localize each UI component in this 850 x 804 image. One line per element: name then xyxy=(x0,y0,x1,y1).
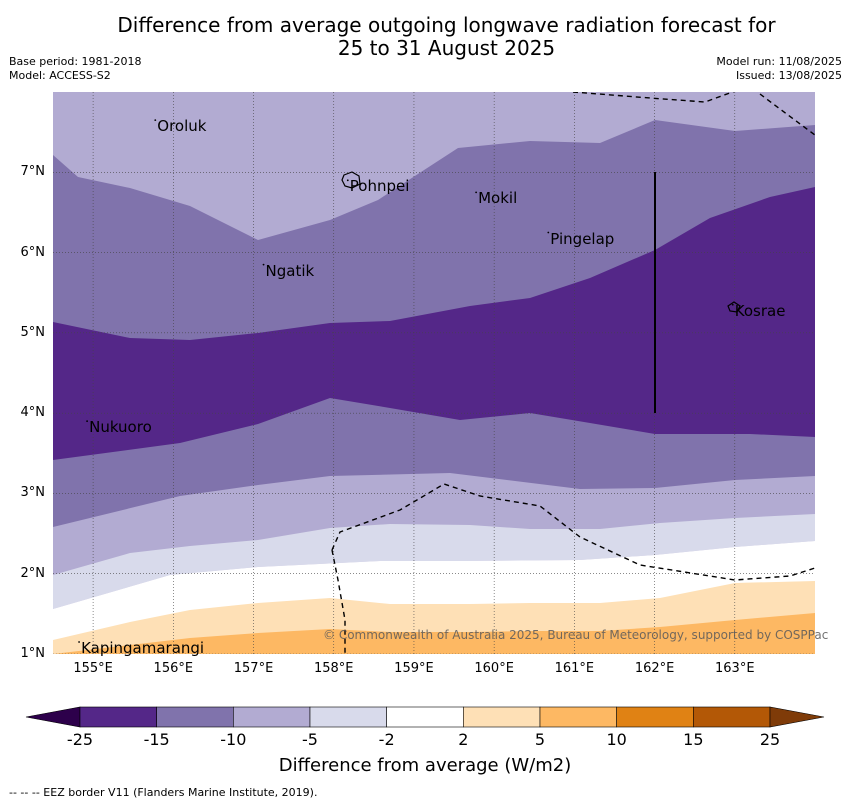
colorbar-tick-label: -15 xyxy=(143,730,170,749)
x-tick-label: 157°E xyxy=(233,661,274,676)
eez-border-north xyxy=(572,92,735,103)
colorbar-tick-label: 2 xyxy=(458,730,469,749)
y-tick-label: 6°N xyxy=(20,244,46,260)
colorbar-tick-label: -25 xyxy=(66,730,94,749)
x-tick-label: 162°E xyxy=(634,661,675,676)
place-label-pingelap: Pingelap xyxy=(550,229,615,248)
colorbar-tick-label: -5 xyxy=(302,730,318,749)
y-tick-label: 7°N xyxy=(20,164,46,180)
colorbar-tick-label: 15 xyxy=(683,730,704,749)
place-marker xyxy=(547,231,550,234)
x-tick-label: 159°E xyxy=(394,661,434,676)
colorbar-label: Difference from average (W/m2) xyxy=(278,755,572,776)
place-label-mokil: Mokil xyxy=(478,189,518,208)
issued-date: Issued: 13/08/2025 xyxy=(735,69,842,82)
colorbar-tick-label: -10 xyxy=(220,730,247,749)
eez-border-northeast xyxy=(759,93,815,136)
x-tick-label: 163°E xyxy=(715,661,755,676)
colorbar-swatch xyxy=(463,706,541,728)
copyright-notice: © Commonwealth of Australia 2025, Bureau… xyxy=(323,628,829,642)
colorbar-swatch xyxy=(386,706,464,728)
base-period: Base period: 1981-2018 xyxy=(9,55,142,68)
colorbar-tick-label: 5 xyxy=(534,730,546,749)
x-tick-label: 161°E xyxy=(554,661,595,676)
model-run: Model run: 11/08/2025 xyxy=(716,55,842,68)
colorbar xyxy=(25,706,825,728)
band-minus5-minus2 xyxy=(53,514,815,609)
place-marker xyxy=(731,303,734,306)
y-tick-label: 1°N xyxy=(20,646,46,661)
colorbar-tick-label: 10 xyxy=(606,730,627,749)
x-tick-label: 158°E xyxy=(313,661,354,676)
map-bands xyxy=(53,92,815,654)
band-minus25-minus15 xyxy=(53,187,815,460)
model-name: Model: ACCESS-S2 xyxy=(9,69,111,82)
meta-left: Base period: 1981-2018 Model: ACCESS-S2 xyxy=(9,55,141,83)
place-label-pohnpei: Pohnpei xyxy=(349,177,410,196)
place-marker xyxy=(78,641,80,643)
place-marker xyxy=(346,179,349,182)
place-label-kapingamarangi: Kapingamarangi xyxy=(81,638,205,657)
x-tick-label: 156°E xyxy=(153,661,194,676)
place-label-ngatik: Ngatik xyxy=(265,261,315,280)
colorbar-swatch xyxy=(616,706,694,728)
place-label-nukuoro: Nukuoro xyxy=(89,418,152,437)
colorbar-over-arrow xyxy=(769,706,825,728)
place-label-kosrae: Kosrae xyxy=(734,301,786,320)
place-markers xyxy=(78,119,734,643)
y-tick-label: 3°N xyxy=(20,485,46,501)
chart-title: Difference from average outgoing longwav… xyxy=(0,14,850,60)
place-label-oroluk: Oroluk xyxy=(157,117,207,136)
band-plus5-plus10 xyxy=(53,613,815,654)
title-line-1: Difference from average outgoing longwav… xyxy=(117,13,776,37)
y-tick-label: 4°N xyxy=(20,405,46,421)
colorbar-swatch xyxy=(539,706,617,728)
kosrae-island xyxy=(727,301,741,313)
eez-footnote: -- -- -- EEZ border V11 (Flanders Marine… xyxy=(9,786,318,799)
pohnpei-island xyxy=(341,171,361,189)
colorbar-tick-label: 25 xyxy=(759,730,781,749)
eez-borders xyxy=(331,92,815,654)
x-tick-label: 160°E xyxy=(474,661,514,676)
colorbar-swatch xyxy=(309,706,387,728)
place-marker xyxy=(86,420,88,423)
colorbar-swatch xyxy=(79,706,157,728)
y-tick-label: 5°N xyxy=(20,324,46,340)
colorbar-tick-label: -2 xyxy=(378,730,395,749)
place-marker xyxy=(262,263,265,266)
meta-right: Model run: 11/08/2025 Issued: 13/08/2025 xyxy=(716,55,842,83)
x-tick-label: 155°E xyxy=(73,661,113,676)
title-line-2: 25 to 31 August 2025 xyxy=(337,36,556,60)
colorbar-swatch xyxy=(693,706,771,728)
y-tick-label: 2°N xyxy=(20,565,46,581)
colorbar-swatch xyxy=(233,706,311,728)
place-marker xyxy=(154,119,157,122)
colorbar-swatch xyxy=(156,706,234,728)
place-marker xyxy=(475,191,478,194)
colorbar-under-arrow xyxy=(25,706,81,728)
